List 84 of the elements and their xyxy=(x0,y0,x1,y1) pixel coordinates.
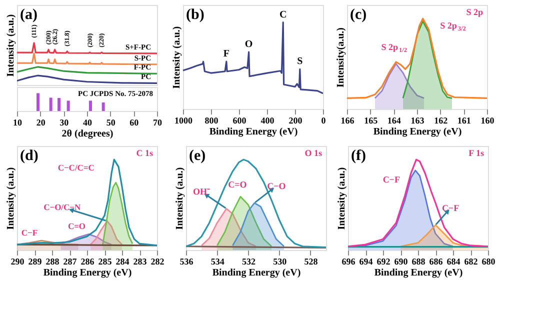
text: S 2p xyxy=(466,7,483,17)
x-tick-label: 690 xyxy=(394,256,408,266)
x-tick-label: 287 xyxy=(63,256,78,266)
y-axis-title: Intensity(a.u.) xyxy=(336,27,346,88)
x-tick-label: 160 xyxy=(480,116,495,126)
x-tick-label: 70 xyxy=(153,118,162,128)
text: C 1s xyxy=(136,148,154,158)
x-tick-label: 289 xyxy=(28,256,42,266)
x-tick-label: 60 xyxy=(130,118,140,128)
x-tick-label: 400 xyxy=(260,116,275,126)
bar xyxy=(58,98,60,111)
bar xyxy=(36,93,40,111)
annotation: (e) xyxy=(189,148,206,164)
x-tick-label: 283 xyxy=(133,256,148,266)
x-tick-label: 40 xyxy=(83,118,92,128)
x-tick-label: 1000 xyxy=(174,116,193,126)
bar xyxy=(89,100,92,111)
x-tick-label: 534 xyxy=(210,256,225,266)
annotation: (c) xyxy=(350,7,367,23)
annotation: C=O xyxy=(228,180,247,190)
annotation: C−O/C−N xyxy=(44,202,82,212)
x-tick-label: 10 xyxy=(13,118,22,128)
x-tick-label: 684 xyxy=(446,256,461,266)
bar xyxy=(49,98,52,111)
x-tick-label: 286 xyxy=(80,256,95,266)
y-axis-title: Intensity (a.u.) xyxy=(174,167,186,230)
x-axis-title: Binding Energy (eV) xyxy=(212,268,301,278)
x-tick-label: 163 xyxy=(410,116,425,126)
x-tick-label: 200 xyxy=(288,116,303,126)
x-tick-label: 290 xyxy=(10,256,25,266)
annotation: (f) xyxy=(351,148,366,164)
annotation: F xyxy=(223,48,230,60)
x-tick-label: 692 xyxy=(376,256,391,266)
x-tick-label: 50 xyxy=(106,118,116,128)
x-tick-label: 694 xyxy=(359,256,374,266)
x-tick-label: 532 xyxy=(242,256,256,266)
x-tick-label: 0 xyxy=(321,116,326,126)
x-tick-label: 30 xyxy=(60,118,70,128)
x-tick-label: 162 xyxy=(434,116,448,126)
annotation: (b) xyxy=(186,7,204,23)
x-tick-label: 166 xyxy=(340,116,355,126)
x-axis-title: Binding Energy (eV) xyxy=(374,268,463,278)
annotation: C−C/C=C xyxy=(58,162,94,173)
x-tick-label: 164 xyxy=(387,116,402,126)
x-axis-title: Binding Energy (eV) xyxy=(209,126,298,138)
x-tick-label: 686 xyxy=(429,256,444,266)
x-tick-label: 288 xyxy=(46,256,60,266)
x-tick-label: 680 xyxy=(482,256,496,266)
x-tick-label: 688 xyxy=(412,256,426,266)
x-tick-label: 20 xyxy=(36,118,46,128)
x-tick-label: 682 xyxy=(464,256,478,266)
x-axis-title: 2θ (degrees) xyxy=(62,128,114,140)
x-tick-label: 528 xyxy=(304,256,318,266)
annotation: S xyxy=(297,56,304,68)
annotation: C−F xyxy=(382,174,400,184)
annotation: C−F xyxy=(21,228,38,238)
annotation: OH⁻ xyxy=(192,186,210,197)
x-tick-label: 536 xyxy=(180,256,194,266)
annotation: C−F xyxy=(442,203,460,214)
y-axis-title: Intensity (a.u.) xyxy=(172,26,182,89)
x-tick-label: 282 xyxy=(150,256,165,266)
x-tick-label: 285 xyxy=(98,256,112,266)
y-axis-title: Intensity (a.u.) xyxy=(6,14,16,77)
text: O 1s xyxy=(304,148,322,158)
annotation: C xyxy=(279,9,287,20)
annotation: C−O xyxy=(267,180,286,191)
x-tick-label: 530 xyxy=(273,256,288,266)
bar xyxy=(66,100,70,111)
text: F 1s xyxy=(468,148,484,158)
annotation: C=O xyxy=(68,221,86,232)
x-tick-label: 800 xyxy=(204,116,219,126)
bar xyxy=(102,102,105,111)
annotation: (d) xyxy=(20,148,38,164)
y-axis-title: Intensity (a.u.) xyxy=(336,167,348,230)
x-tick-label: 696 xyxy=(342,256,356,266)
y-axis-title: Intensity (a.u.) xyxy=(6,167,16,230)
x-tick-label: 600 xyxy=(232,116,247,126)
x-tick-label: 165 xyxy=(364,116,378,126)
x-tick-label: 284 xyxy=(116,256,130,266)
annotation: O xyxy=(244,39,253,50)
text: (a) xyxy=(20,7,38,23)
x-axis-title: Binding Energy (eV) xyxy=(43,268,132,278)
x-axis-title: Binding Energy (eV) xyxy=(373,126,462,138)
x-tick-label: 161 xyxy=(457,116,472,126)
